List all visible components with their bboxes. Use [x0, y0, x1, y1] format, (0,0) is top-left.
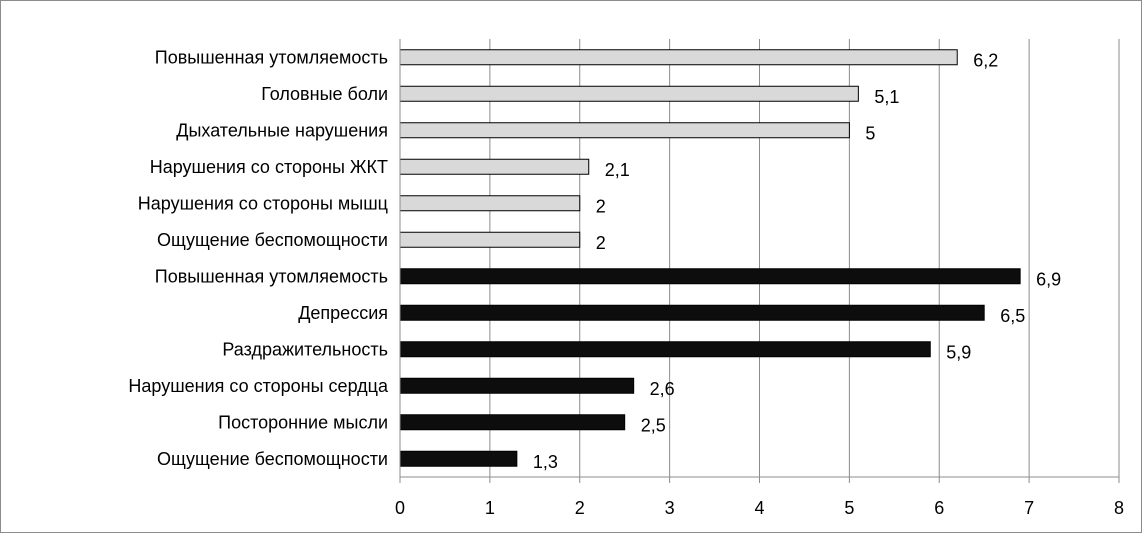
x-tick-label: 3 — [665, 498, 675, 518]
category-label: Нарушения со стороны ЖКТ — [150, 157, 388, 177]
category-label: Повышенная утомляемость — [155, 47, 388, 67]
data-label: 6,5 — [1000, 306, 1025, 326]
category-label: Головные боли — [261, 84, 388, 104]
x-tick-label: 7 — [1024, 498, 1034, 518]
data-label: 2 — [596, 196, 606, 216]
bar — [399, 122, 850, 139]
bar — [399, 304, 985, 321]
data-label: 5 — [865, 123, 875, 143]
x-tick-label: 8 — [1114, 498, 1124, 518]
bar — [399, 414, 626, 431]
bar — [399, 341, 931, 358]
category-label: Повышенная утомляемость — [155, 266, 388, 286]
bar — [399, 268, 1021, 285]
category-label: Раздражительность — [222, 339, 388, 359]
bar — [399, 49, 958, 66]
category-label: Ощущение беспомощности — [157, 449, 388, 469]
data-label: 2 — [596, 233, 606, 253]
category-label: Депрессия — [298, 303, 388, 323]
category-label: Ощущение беспомощности — [157, 230, 388, 250]
axes — [399, 39, 1120, 483]
data-label: 2,1 — [605, 160, 630, 180]
data-label: 6,9 — [1036, 269, 1061, 289]
x-tick-label: 2 — [575, 498, 585, 518]
data-labels: 6,2 5,1 5 2,1 2 2 6,9 6,5 5,9 2,6 2,5 1,3 — [533, 50, 1061, 472]
category-label: Посторонние мысли — [218, 412, 388, 432]
bar — [399, 377, 635, 394]
x-tick-label: 1 — [485, 498, 495, 518]
data-label: 6,2 — [973, 50, 998, 70]
bar — [399, 195, 581, 212]
x-axis-tick-labels: 0 1 2 3 4 5 6 7 8 — [395, 498, 1124, 518]
data-label: 2,6 — [650, 379, 675, 399]
x-tick-label: 4 — [754, 498, 764, 518]
data-label: 1,3 — [533, 452, 558, 472]
bar — [399, 231, 581, 248]
bar — [399, 450, 518, 467]
category-label: Нарушения со стороны мышц — [138, 193, 388, 213]
x-tick-label: 5 — [844, 498, 854, 518]
data-label: 5,9 — [946, 342, 971, 362]
x-tick-label: 0 — [395, 498, 405, 518]
data-label: 5,1 — [874, 87, 899, 107]
x-tick-label: 6 — [934, 498, 944, 518]
data-label: 2,5 — [641, 415, 666, 435]
bars — [399, 49, 1021, 467]
gridlines — [489, 39, 1120, 477]
bar — [399, 85, 859, 102]
category-label: Дыхательные нарушения — [176, 120, 388, 140]
category-label: Нарушения со стороны сердца — [128, 376, 389, 396]
bar — [399, 158, 590, 175]
category-labels: Повышенная утомляемость Головные боли Дыха… — [128, 47, 389, 469]
